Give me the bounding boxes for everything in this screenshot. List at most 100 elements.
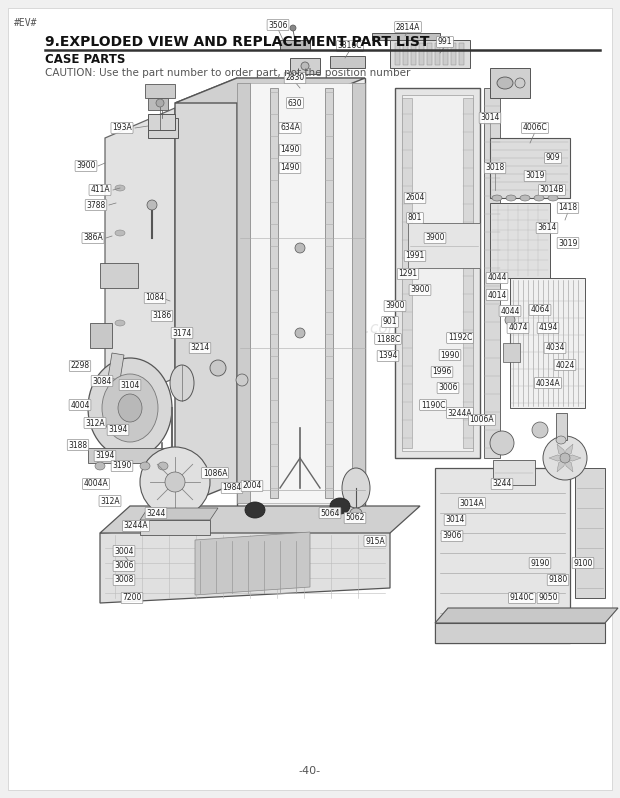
Bar (435, 43, 440, 65)
Text: 3244: 3244 (492, 480, 512, 488)
Ellipse shape (490, 431, 514, 455)
Polygon shape (148, 98, 168, 110)
Ellipse shape (295, 243, 305, 253)
Text: 1418: 1418 (559, 203, 578, 212)
Text: 9190: 9190 (530, 559, 550, 567)
Ellipse shape (95, 462, 105, 470)
Text: -40-: -40- (299, 766, 321, 776)
Text: 3188: 3188 (68, 440, 87, 449)
Ellipse shape (492, 195, 502, 201)
Polygon shape (510, 278, 585, 408)
Text: 4044: 4044 (500, 306, 520, 315)
Polygon shape (435, 623, 605, 643)
Ellipse shape (497, 77, 513, 89)
Polygon shape (490, 203, 550, 278)
Text: 3014B: 3014B (540, 185, 564, 195)
Text: 4064: 4064 (530, 306, 550, 314)
Text: 7200: 7200 (122, 594, 142, 602)
Ellipse shape (115, 320, 125, 326)
Polygon shape (435, 468, 570, 643)
Text: 2814A: 2814A (396, 22, 420, 31)
Polygon shape (140, 508, 218, 520)
Text: 1086A: 1086A (203, 468, 228, 477)
Text: 801: 801 (408, 214, 422, 223)
Polygon shape (145, 84, 175, 98)
Bar (427, 43, 432, 65)
Text: 1192C: 1192C (448, 334, 472, 342)
Text: 9100: 9100 (574, 559, 593, 567)
Bar (459, 43, 464, 65)
Polygon shape (352, 83, 365, 503)
Polygon shape (490, 138, 570, 198)
Polygon shape (195, 532, 310, 595)
Polygon shape (237, 83, 250, 503)
Text: 3506: 3506 (268, 21, 288, 30)
Text: 2604: 2604 (405, 193, 425, 203)
Text: 4074: 4074 (508, 323, 528, 333)
Polygon shape (90, 323, 112, 348)
Ellipse shape (342, 468, 370, 508)
Text: 3104: 3104 (120, 381, 140, 389)
Text: 3014A: 3014A (459, 499, 484, 508)
Polygon shape (503, 343, 520, 362)
Text: 9050: 9050 (538, 594, 558, 602)
Text: 3614: 3614 (538, 223, 557, 232)
Text: 4034: 4034 (545, 343, 565, 353)
Text: 1084: 1084 (145, 294, 165, 302)
Ellipse shape (506, 195, 516, 201)
Ellipse shape (330, 498, 350, 514)
Text: 1394: 1394 (378, 351, 397, 361)
Polygon shape (565, 458, 573, 472)
Text: 3014: 3014 (445, 516, 464, 524)
Ellipse shape (290, 25, 296, 31)
Polygon shape (463, 98, 473, 448)
Text: 3194: 3194 (95, 452, 115, 460)
Polygon shape (325, 88, 333, 498)
Ellipse shape (147, 200, 157, 210)
Ellipse shape (115, 230, 125, 236)
Polygon shape (100, 263, 138, 288)
Polygon shape (100, 518, 390, 603)
Bar (403, 43, 408, 65)
Ellipse shape (520, 195, 530, 201)
Polygon shape (565, 444, 573, 458)
Polygon shape (390, 40, 470, 68)
Text: 915A: 915A (365, 536, 385, 546)
Polygon shape (175, 78, 365, 103)
Bar (419, 43, 424, 65)
Text: 3006: 3006 (438, 384, 458, 393)
Ellipse shape (548, 195, 558, 201)
Text: 3019: 3019 (559, 239, 578, 247)
Text: 1996: 1996 (432, 368, 452, 377)
Text: 9180: 9180 (548, 575, 568, 584)
Text: 4194: 4194 (538, 323, 557, 333)
Ellipse shape (140, 462, 150, 470)
Text: 3018: 3018 (485, 164, 505, 172)
Text: 1190C: 1190C (421, 401, 445, 409)
Ellipse shape (295, 328, 305, 338)
Text: 193A: 193A (112, 124, 132, 132)
Polygon shape (148, 118, 178, 138)
Ellipse shape (115, 365, 125, 371)
Text: 5064: 5064 (321, 508, 340, 517)
Text: CAUTION: Use the part number to order part, not the position number: CAUTION: Use the part number to order pa… (45, 68, 410, 78)
Text: 991: 991 (438, 38, 452, 46)
Ellipse shape (170, 365, 194, 401)
Text: 3174: 3174 (172, 329, 192, 338)
Text: 3900: 3900 (385, 302, 405, 310)
Polygon shape (557, 458, 565, 472)
Ellipse shape (236, 374, 248, 386)
Polygon shape (395, 88, 480, 458)
Text: 411A: 411A (90, 185, 110, 195)
Text: 1291: 1291 (399, 270, 417, 279)
Text: 3019: 3019 (525, 172, 545, 180)
Text: 312A: 312A (85, 418, 105, 428)
Polygon shape (100, 506, 420, 533)
Polygon shape (484, 88, 500, 458)
Polygon shape (175, 78, 237, 508)
Polygon shape (408, 223, 480, 268)
Ellipse shape (532, 422, 548, 438)
Ellipse shape (301, 62, 309, 70)
Ellipse shape (115, 462, 125, 470)
Text: 3244: 3244 (146, 508, 166, 517)
